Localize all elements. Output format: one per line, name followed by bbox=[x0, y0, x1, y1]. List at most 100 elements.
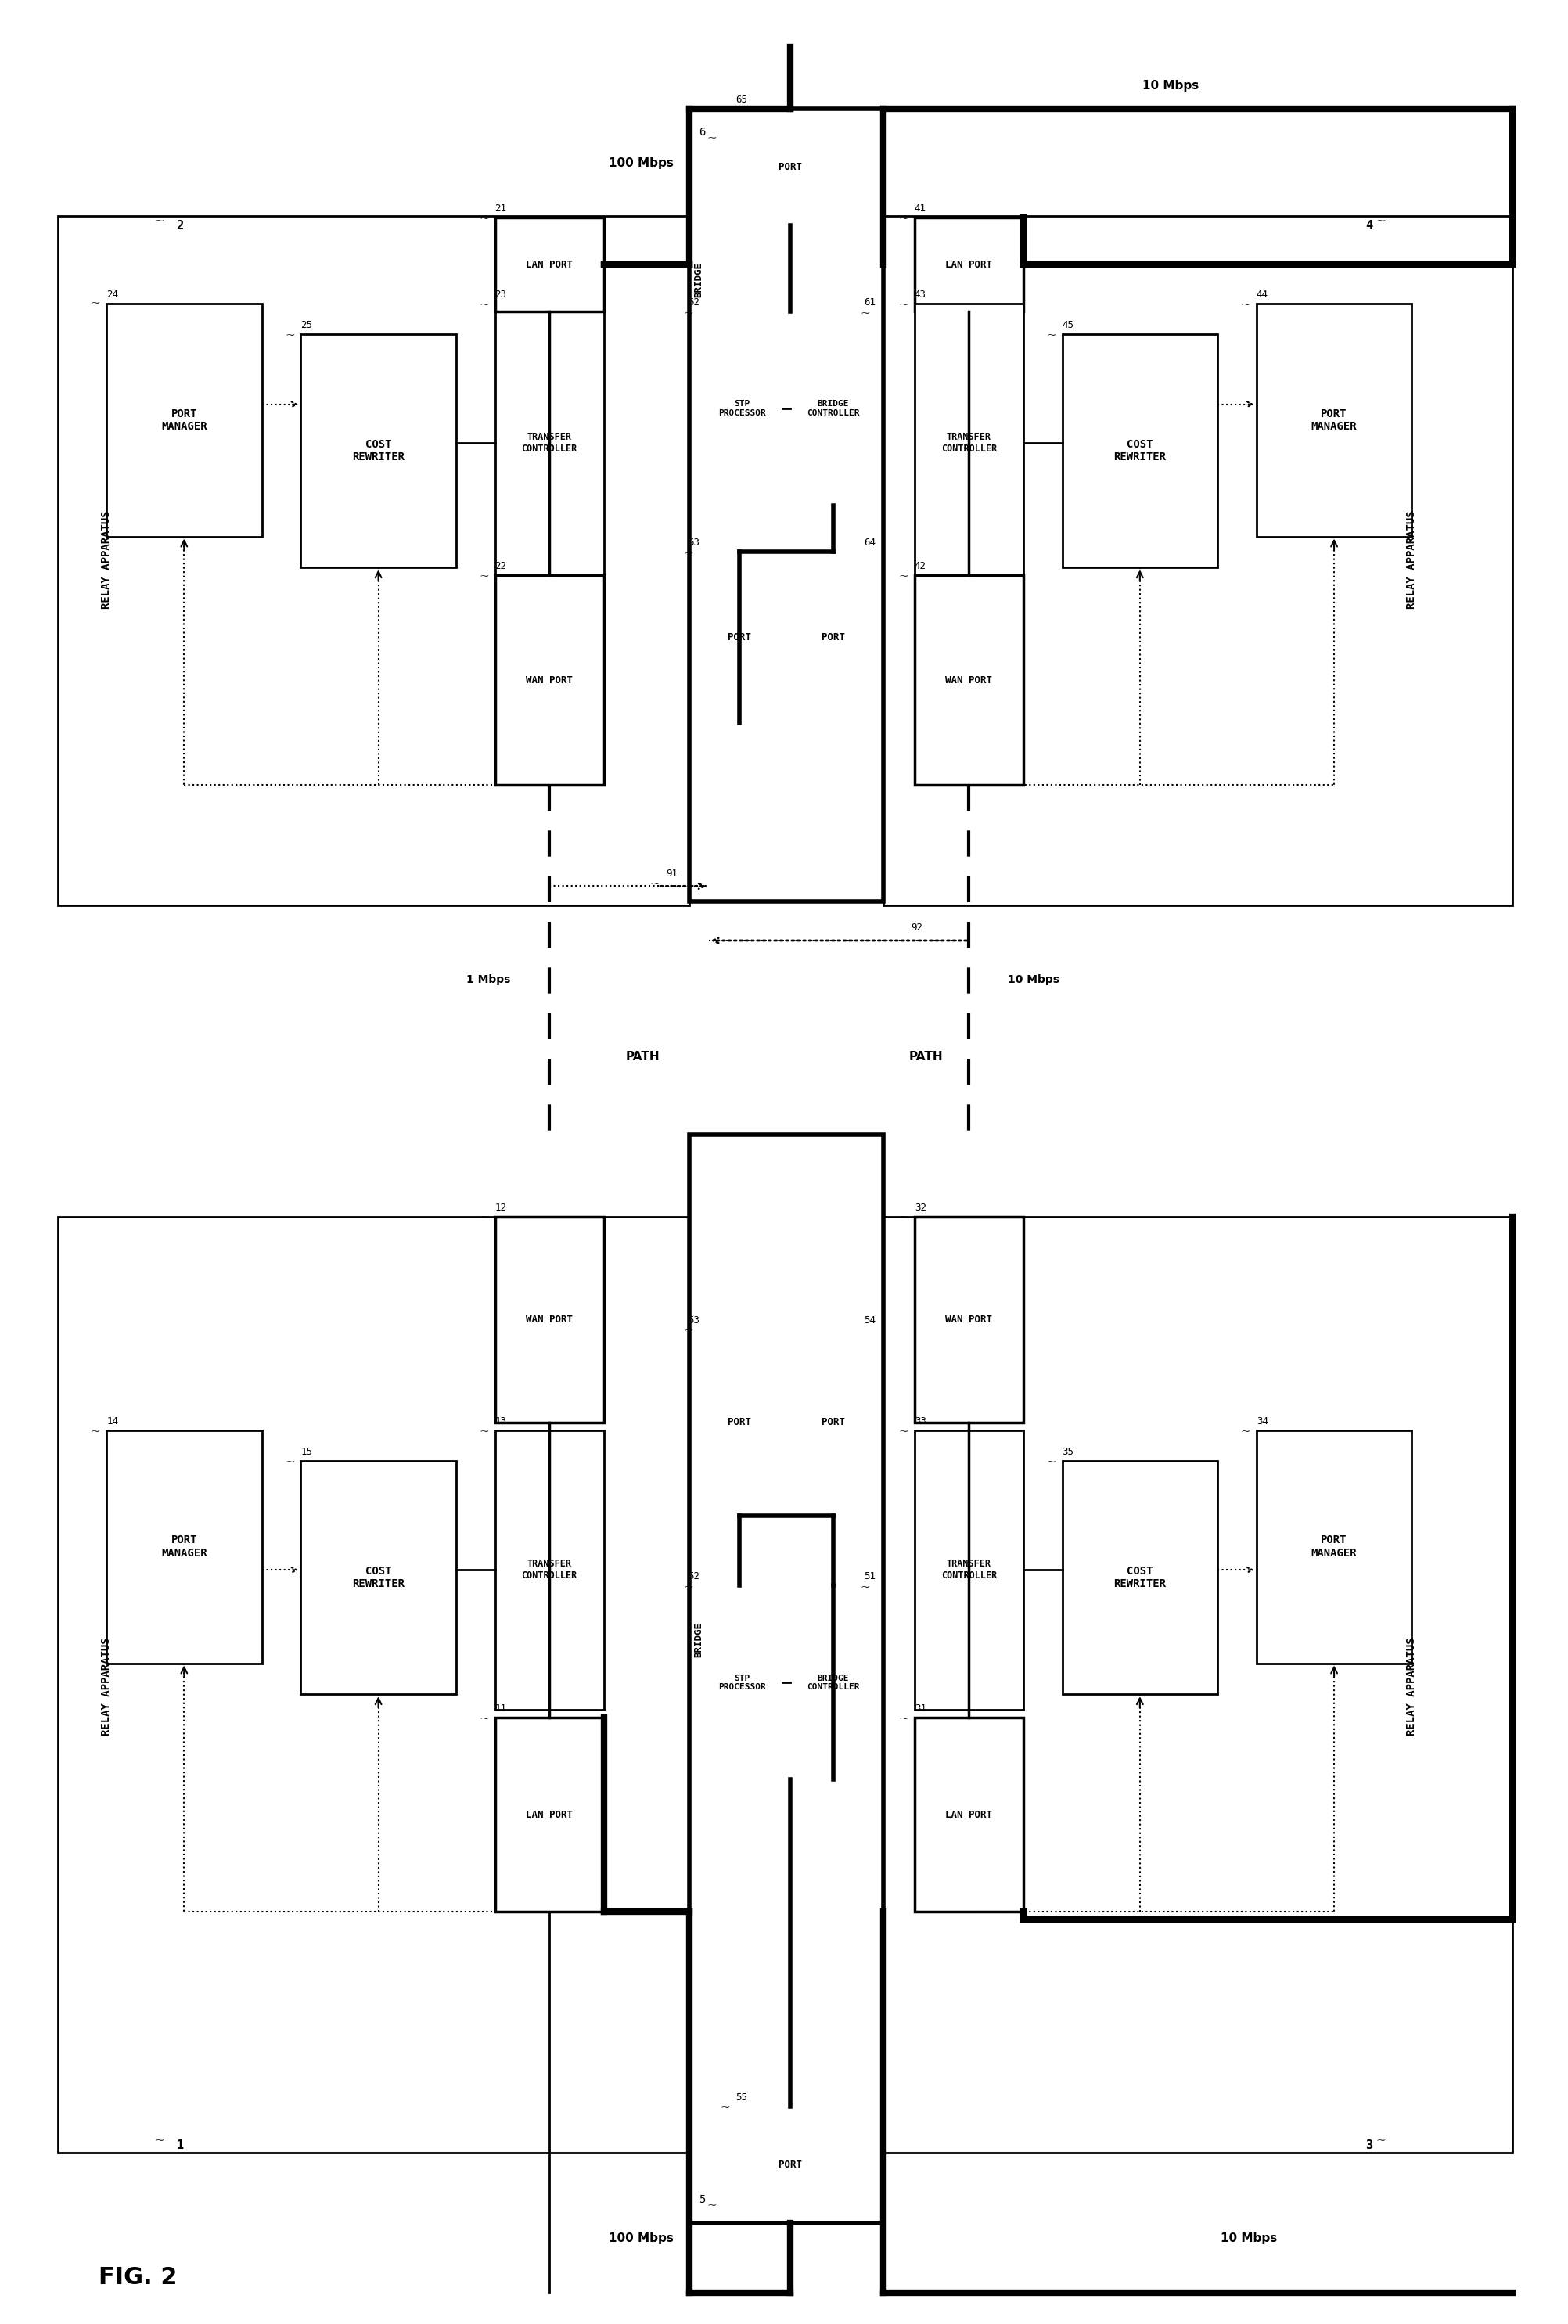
Text: RELAY APPARATUS: RELAY APPARATUS bbox=[1406, 1638, 1417, 1736]
Text: 13: 13 bbox=[495, 1415, 506, 1427]
Text: COST
REWRITER: COST REWRITER bbox=[353, 1566, 405, 1590]
Text: 43: 43 bbox=[914, 288, 927, 300]
Text: ~: ~ bbox=[898, 300, 908, 311]
Bar bbox=[495, 576, 604, 786]
Bar bbox=[107, 304, 262, 537]
Text: ~: ~ bbox=[684, 309, 693, 318]
Text: WAN PORT: WAN PORT bbox=[525, 1315, 572, 1325]
Bar bbox=[883, 1215, 1513, 2152]
Bar bbox=[107, 1429, 262, 1664]
Text: ~: ~ bbox=[91, 1427, 100, 1436]
Text: 54: 54 bbox=[864, 1315, 875, 1325]
Text: ~: ~ bbox=[859, 309, 870, 318]
Text: ~: ~ bbox=[898, 572, 908, 583]
Text: ~: ~ bbox=[684, 1583, 693, 1594]
Text: ~: ~ bbox=[1046, 1457, 1057, 1469]
Text: 12: 12 bbox=[495, 1202, 506, 1213]
Text: PORT: PORT bbox=[822, 632, 845, 641]
Text: 5: 5 bbox=[698, 2194, 706, 2205]
Bar bbox=[1256, 304, 1411, 537]
Text: 3: 3 bbox=[1366, 2138, 1372, 2150]
Text: 21: 21 bbox=[495, 205, 506, 214]
Text: ~: ~ bbox=[480, 572, 489, 583]
Text: TRANSFER
CONTROLLER: TRANSFER CONTROLLER bbox=[522, 432, 577, 453]
Text: ~: ~ bbox=[480, 300, 489, 311]
Bar bbox=[1062, 1462, 1218, 1694]
Bar bbox=[914, 1717, 1024, 1913]
Text: ~: ~ bbox=[154, 2136, 165, 2147]
Text: ~: ~ bbox=[720, 2103, 731, 2113]
Text: TRANSFER
CONTROLLER: TRANSFER CONTROLLER bbox=[941, 432, 997, 453]
Bar bbox=[58, 216, 690, 906]
Bar bbox=[1256, 1429, 1411, 1664]
Text: BRIDGE: BRIDGE bbox=[693, 263, 704, 297]
Text: ~: ~ bbox=[898, 1713, 908, 1724]
Text: STP
PROCESSOR: STP PROCESSOR bbox=[718, 400, 765, 416]
Bar bbox=[701, 311, 782, 504]
Text: PORT: PORT bbox=[728, 1418, 751, 1427]
Bar bbox=[790, 311, 875, 504]
Text: 63: 63 bbox=[688, 537, 699, 548]
Text: 53: 53 bbox=[688, 1315, 699, 1325]
Bar bbox=[914, 304, 1024, 583]
Text: FIG. 2: FIG. 2 bbox=[99, 2266, 177, 2289]
Text: LAN PORT: LAN PORT bbox=[525, 1810, 572, 1820]
Bar bbox=[883, 216, 1513, 906]
Text: 6: 6 bbox=[698, 128, 706, 137]
Bar bbox=[1062, 335, 1218, 567]
Text: ~: ~ bbox=[651, 878, 660, 890]
Text: PORT
MANAGER: PORT MANAGER bbox=[1311, 1534, 1356, 1559]
Text: ~: ~ bbox=[480, 1427, 489, 1436]
Text: ~: ~ bbox=[684, 1327, 693, 1336]
Text: LAN PORT: LAN PORT bbox=[946, 1810, 993, 1820]
Text: 10 Mbps: 10 Mbps bbox=[1220, 2233, 1276, 2245]
Bar bbox=[690, 109, 883, 902]
Text: ~: ~ bbox=[480, 1713, 489, 1724]
Text: 51: 51 bbox=[864, 1571, 875, 1583]
Text: PORT: PORT bbox=[778, 2159, 801, 2171]
Bar bbox=[790, 1329, 875, 1515]
Text: 1: 1 bbox=[176, 2138, 183, 2150]
Text: 52: 52 bbox=[688, 1571, 699, 1583]
Text: RELAY APPARATUS: RELAY APPARATUS bbox=[100, 1638, 111, 1736]
Text: WAN PORT: WAN PORT bbox=[946, 676, 993, 686]
Text: LAN PORT: LAN PORT bbox=[525, 260, 572, 270]
Text: 62: 62 bbox=[688, 297, 699, 307]
Bar bbox=[914, 576, 1024, 786]
Bar bbox=[58, 1215, 690, 2152]
Text: BRIDGE
CONTROLLER: BRIDGE CONTROLLER bbox=[806, 1673, 859, 1692]
Text: PORT
MANAGER: PORT MANAGER bbox=[162, 409, 207, 432]
Bar bbox=[914, 1215, 1024, 1422]
Text: TRANSFER
CONTROLLER: TRANSFER CONTROLLER bbox=[522, 1559, 577, 1580]
Text: ~: ~ bbox=[1046, 330, 1057, 342]
Text: ~: ~ bbox=[285, 1457, 295, 1469]
Text: COST
REWRITER: COST REWRITER bbox=[353, 439, 405, 462]
Text: 44: 44 bbox=[1256, 288, 1269, 300]
Text: ~: ~ bbox=[91, 297, 100, 309]
Text: BRIDGE: BRIDGE bbox=[693, 1622, 704, 1657]
Bar bbox=[790, 1585, 875, 1780]
Text: 35: 35 bbox=[1062, 1448, 1074, 1457]
Bar bbox=[690, 1134, 883, 2222]
Bar bbox=[735, 109, 845, 225]
Text: ~: ~ bbox=[859, 1583, 870, 1594]
Bar bbox=[701, 1585, 782, 1780]
Text: 1 Mbps: 1 Mbps bbox=[466, 974, 511, 985]
Text: 2: 2 bbox=[176, 221, 183, 232]
Text: ~: ~ bbox=[1375, 216, 1386, 228]
Text: 15: 15 bbox=[301, 1448, 312, 1457]
Bar bbox=[301, 335, 456, 567]
Text: ~: ~ bbox=[1240, 300, 1251, 311]
Text: 92: 92 bbox=[911, 923, 922, 932]
Text: 64: 64 bbox=[864, 537, 875, 548]
Bar bbox=[495, 1717, 604, 1913]
Bar bbox=[495, 218, 604, 311]
Bar bbox=[735, 2106, 845, 2222]
Text: ~: ~ bbox=[898, 214, 908, 225]
Text: BRIDGE
CONTROLLER: BRIDGE CONTROLLER bbox=[806, 400, 859, 416]
Bar bbox=[495, 304, 604, 583]
Text: 55: 55 bbox=[735, 2092, 748, 2103]
Text: COST
REWRITER: COST REWRITER bbox=[1113, 1566, 1167, 1590]
Text: ~: ~ bbox=[1240, 1427, 1251, 1436]
Text: 32: 32 bbox=[914, 1202, 927, 1213]
